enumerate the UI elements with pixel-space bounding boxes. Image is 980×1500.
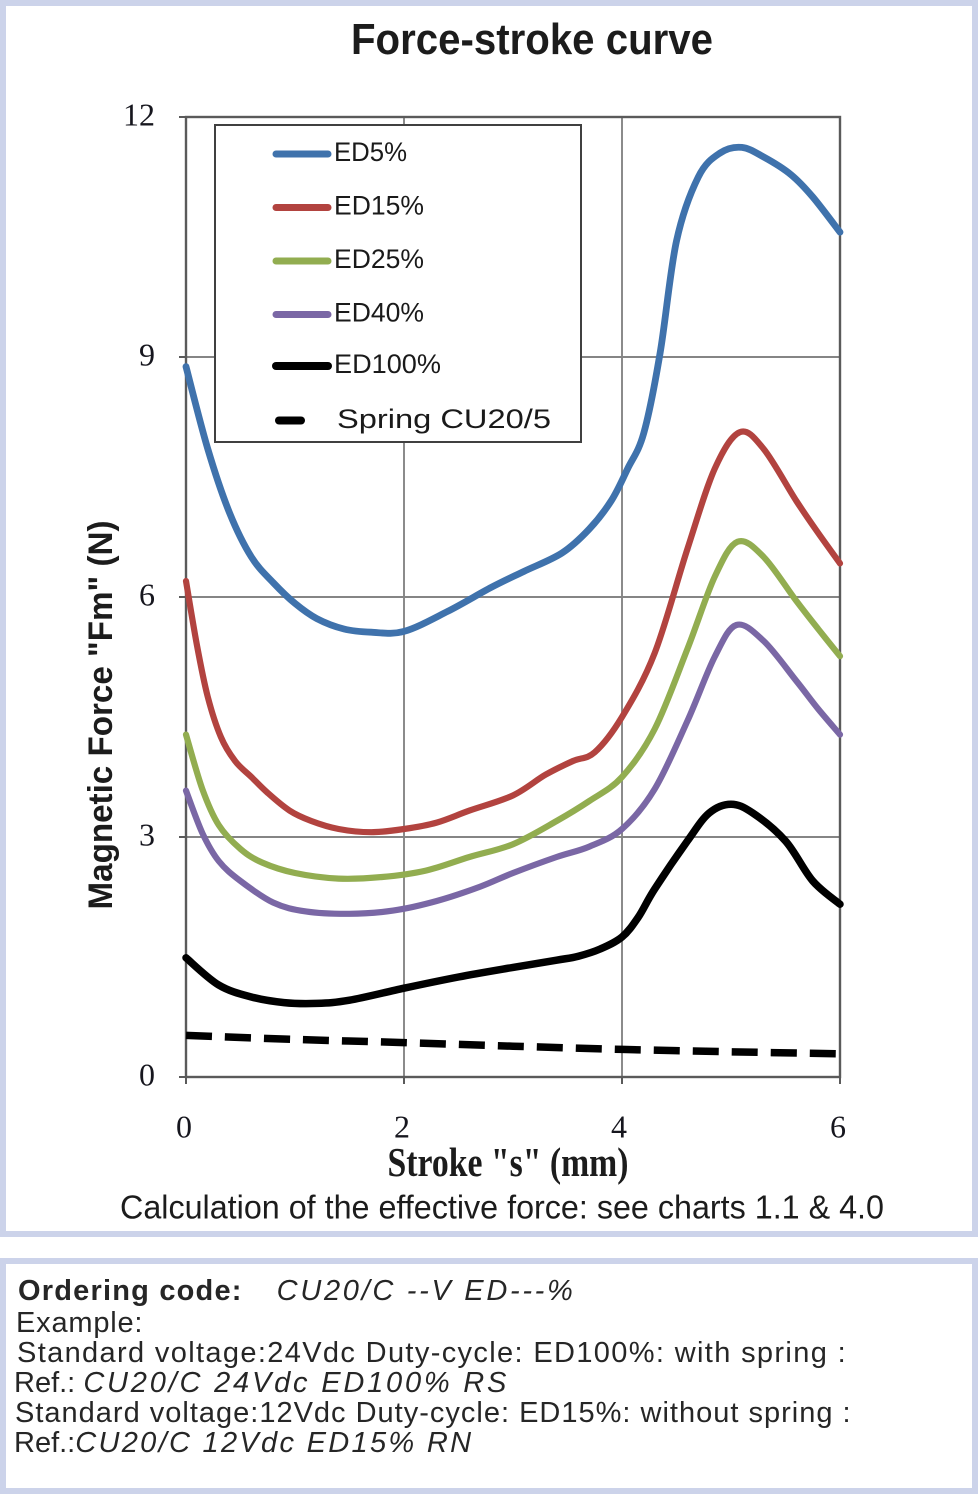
- svg-text:ED100%: ED100%: [334, 349, 441, 379]
- svg-text:Spring CU20/5: Spring CU20/5: [337, 404, 551, 434]
- svg-text:6: 6: [830, 1109, 846, 1145]
- svg-text:9: 9: [139, 337, 155, 373]
- svg-text:ED5%: ED5%: [334, 137, 407, 167]
- svg-text:6: 6: [139, 577, 155, 613]
- svg-text:2: 2: [394, 1109, 410, 1145]
- svg-text:ED15%: ED15%: [334, 191, 424, 221]
- svg-text:ED40%: ED40%: [334, 298, 424, 328]
- svg-text:12: 12: [123, 97, 155, 133]
- svg-text:Force-stroke curve: Force-stroke curve: [351, 15, 713, 64]
- svg-text:ED25%: ED25%: [334, 244, 424, 274]
- svg-text:Stroke "s" (mm): Stroke "s" (mm): [388, 1139, 629, 1185]
- svg-text:0: 0: [176, 1109, 192, 1145]
- svg-text:3: 3: [139, 817, 155, 853]
- svg-text:4: 4: [611, 1109, 627, 1145]
- svg-text:Calculation of the effective f: Calculation of the effective force: see …: [120, 1189, 884, 1226]
- svg-text:0: 0: [139, 1057, 155, 1093]
- svg-text:Magnetic Force "Fm" (N): Magnetic Force "Fm" (N): [82, 521, 120, 910]
